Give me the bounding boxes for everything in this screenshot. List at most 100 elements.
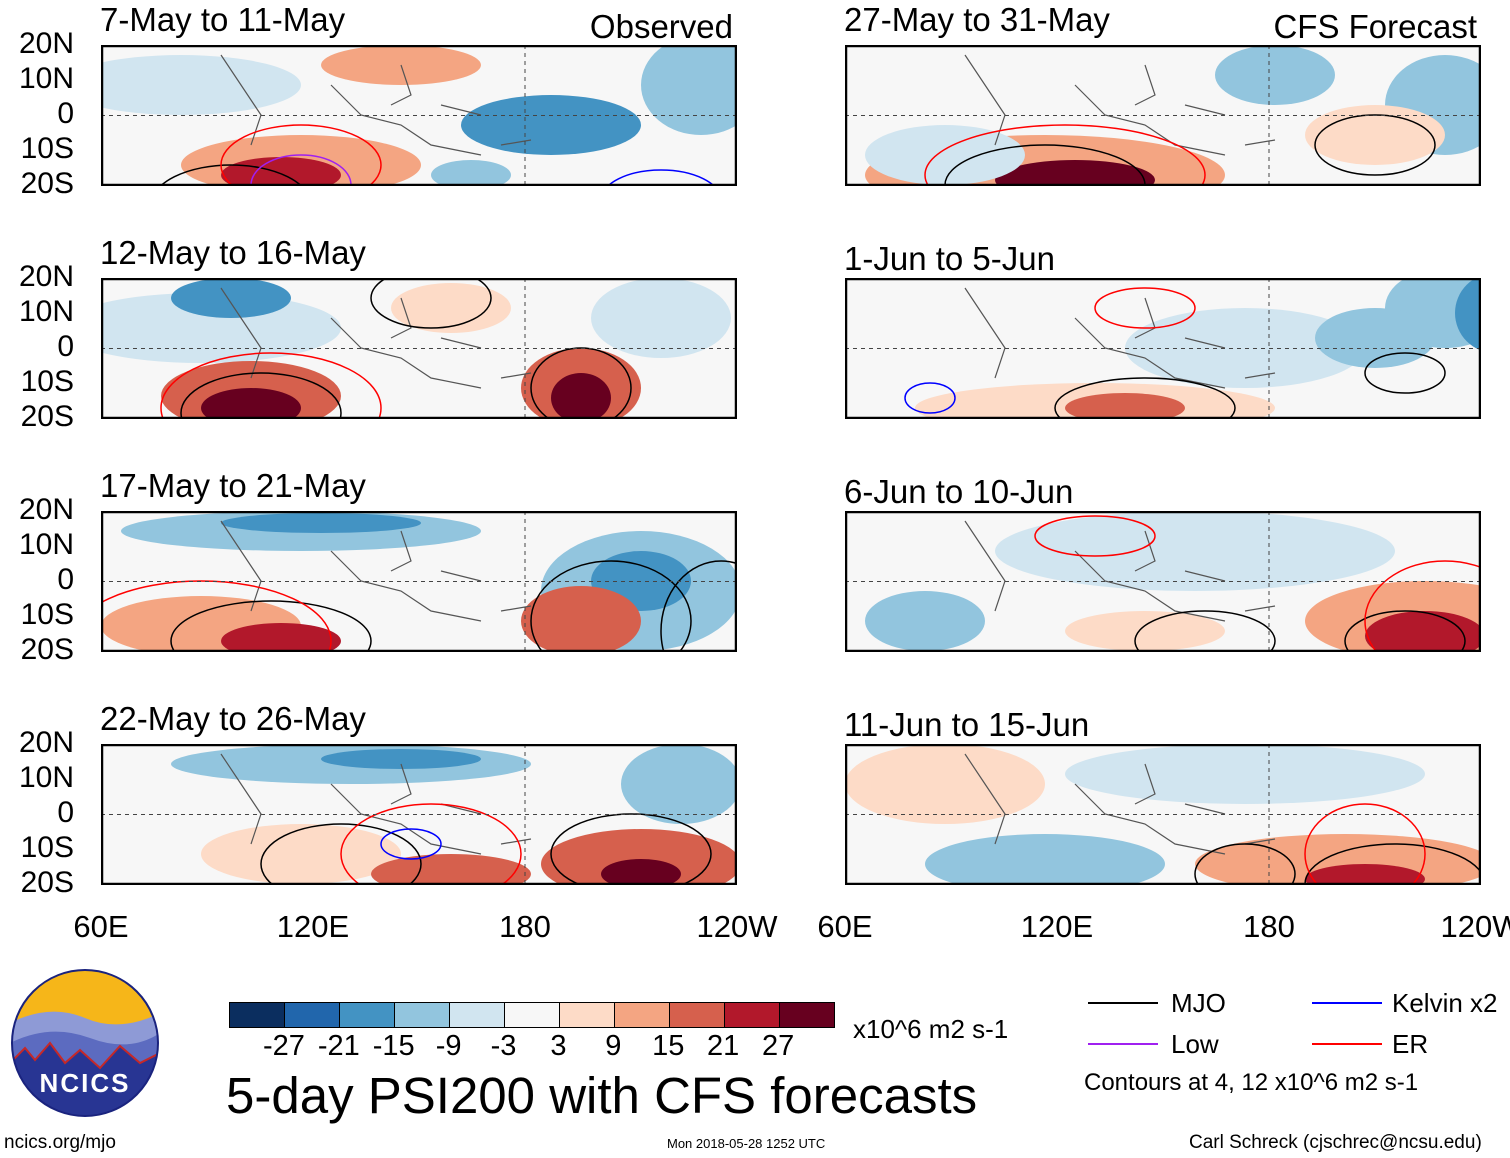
field-anomaly [201,824,401,884]
contour-line [340,803,522,885]
colorbar-swatch [285,1003,340,1027]
colorbar-swatch [725,1003,780,1027]
map-panel [101,278,737,419]
legend-label-low: Low [1171,1029,1219,1059]
panel-title: 7-May to 11-May [100,1,346,38]
y-tick-label: 10N [18,295,74,328]
field-anomaly [845,744,1045,824]
field-anomaly [865,125,1025,185]
colorbar-tick-label: -27 [262,1030,305,1062]
panel-title: 11-Jun to 15-Jun [844,706,1090,743]
panel-frame [845,511,1481,652]
x-tick-label: 120W [696,909,778,944]
x-tick-label: 120E [276,909,350,944]
y-tick-label: 10N [18,761,74,794]
coastline [964,54,1276,156]
x-tick-label: 180 [499,909,551,944]
y-tick-label: 0 [57,563,74,596]
colorbar-swatch [340,1003,395,1027]
map-panel [845,278,1481,419]
y-tick-label: 0 [57,796,74,829]
colorbar-swatch [780,1003,834,1027]
contour-line [1194,843,1296,885]
panel-title: 17-May to 21-May [100,467,366,504]
coastline [964,753,1276,855]
contour-line [260,823,422,885]
y-tick-label: 10N [18,62,74,95]
colorbar-tick-label: -9 [435,1030,462,1062]
field-anomaly [101,293,341,363]
timestamp: Mon 2018-05-28 1252 UTC [667,1136,826,1151]
field-anomaly [171,278,291,318]
field-anomaly [431,160,511,186]
map-panel [845,511,1481,652]
field-anomaly [221,513,421,533]
field-anomaly [865,591,985,651]
coastline [220,520,532,622]
colorbar-swatch [560,1003,615,1027]
colorbar [229,1002,835,1028]
y-tick-label: 20S [20,633,74,666]
x-tick-label: 60E [73,909,129,944]
contour-line [1364,352,1446,394]
x-tick-label: 180 [1243,909,1295,944]
contour-line [370,278,492,329]
colorbar-swatch [395,1003,450,1027]
author-credit: Carl Schreck (cjschrec@ncsu.edu) [1189,1132,1482,1153]
contour-line [924,124,1206,186]
y-tick-label: 10N [18,528,74,561]
x-tick-label: 60E [817,909,873,944]
coastline [220,287,532,389]
contour-line [660,560,737,652]
colorbar-swatch [230,1003,285,1027]
coastline [220,753,532,855]
field-anomaly [1065,744,1425,804]
x-tick-label: 120E [1020,909,1094,944]
panel-label: Observed [589,8,733,45]
y-tick-label: 20S [20,866,74,899]
y-tick-label: 10S [20,831,74,864]
coastline [220,54,532,156]
field-anomaly [461,95,641,155]
y-tick-label: 20N [18,726,74,759]
field-anomaly [925,834,1165,885]
map-panel [101,744,737,885]
map-panel [101,45,737,186]
legend-line-mjo [1088,1002,1158,1004]
y-tick-label: 0 [57,97,74,130]
legend-label-kelvin: Kelvin x2 [1392,988,1498,1018]
y-tick-label: 10S [20,365,74,398]
colorbar-swatch [615,1003,670,1027]
field-anomaly [1065,393,1185,419]
panel-title: 6-Jun to 10-Jun [844,473,1074,510]
legend-line-low [1088,1043,1158,1045]
y-tick-label: 20S [20,400,74,433]
panel-label: CFS Forecast [1273,8,1477,45]
contour-line [220,124,382,186]
colorbar-swatch [670,1003,725,1027]
panel-frame [845,744,1481,885]
field-anomaly [641,45,737,135]
x-tick-label: 120W [1440,909,1510,944]
contour-line [1094,287,1196,329]
field-anomaly [1305,105,1445,165]
colorbar-tick-label: 3 [550,1030,567,1062]
source-url[interactable]: ncics.org/mjo [4,1132,116,1153]
field-anomaly [1455,278,1481,351]
legend-label-mjo: MJO [1171,988,1226,1018]
svg-text:NCICS: NCICS [40,1068,131,1098]
colorbar-tick-label: -21 [317,1030,360,1062]
colorbar-swatch [450,1003,505,1027]
field-anomaly [321,749,481,769]
field-anomaly [995,160,1155,186]
panel-frame [845,278,1481,419]
contour-line [1364,560,1481,652]
contour-line [160,352,382,419]
contour-line [1344,610,1466,652]
field-anomaly [621,744,737,824]
field-anomaly [1065,611,1225,651]
ncics-logo: NCICS [10,968,160,1118]
coastline [964,520,1276,622]
contour-line [606,169,716,186]
y-tick-label: 10S [20,132,74,165]
